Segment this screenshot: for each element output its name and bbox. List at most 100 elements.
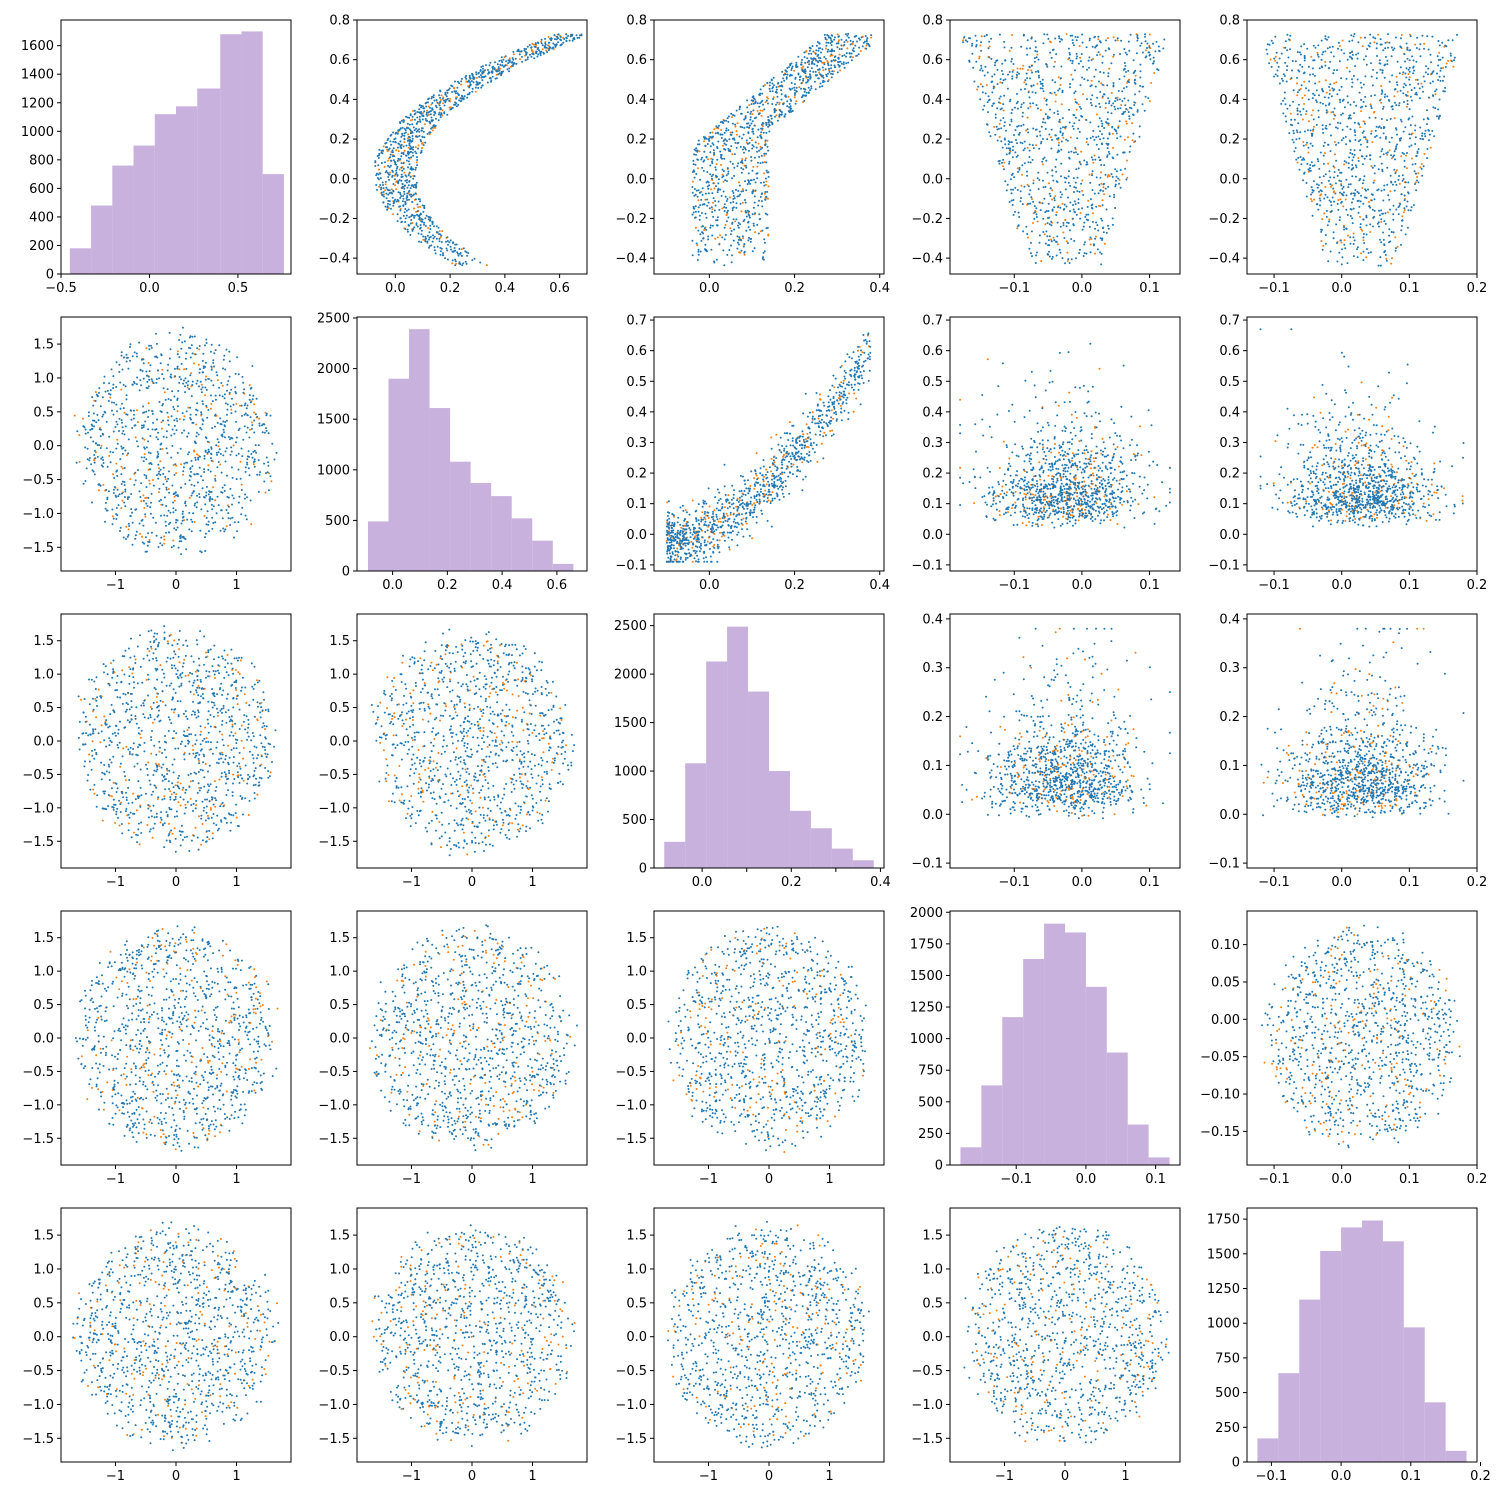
scatter-point-blue bbox=[1380, 218, 1383, 221]
scatter-point-blue bbox=[1439, 69, 1442, 72]
scatter-point-blue bbox=[1303, 130, 1306, 133]
scatter-point-blue bbox=[1338, 179, 1341, 182]
scatter-point-blue bbox=[220, 382, 223, 384]
scatter-point-blue bbox=[1040, 82, 1042, 85]
scatter-point-blue bbox=[1362, 233, 1365, 235]
scatter-point-blue bbox=[121, 480, 124, 483]
scatter-point-blue bbox=[1034, 262, 1037, 264]
scatter-point-blue bbox=[993, 64, 996, 67]
scatter-point-blue bbox=[413, 226, 416, 229]
scatter-point-blue bbox=[1321, 128, 1324, 131]
scatter-point-blue bbox=[451, 259, 454, 262]
scatter-point-blue bbox=[1443, 75, 1446, 78]
scatter-point-blue bbox=[826, 50, 829, 53]
scatter-point-orange bbox=[1344, 198, 1347, 201]
scatter-point-blue bbox=[767, 102, 769, 105]
scatter-point-blue bbox=[1015, 76, 1018, 79]
scatter-point-blue bbox=[746, 99, 749, 102]
scatter-point-orange bbox=[1420, 163, 1423, 166]
scatter-point-blue bbox=[1366, 248, 1368, 251]
scatter-point-blue bbox=[785, 76, 788, 79]
scatter-point-blue bbox=[1340, 192, 1343, 195]
scatter-point-blue bbox=[204, 436, 207, 439]
scatter-point-blue bbox=[1059, 191, 1062, 194]
scatter-point-blue bbox=[971, 42, 974, 45]
scatter-point-blue bbox=[1069, 53, 1071, 56]
scatter-point-blue bbox=[504, 64, 507, 67]
scatter-point-blue bbox=[1107, 227, 1110, 230]
scatter-point-blue bbox=[411, 137, 414, 140]
scatter-point-blue bbox=[1317, 44, 1320, 47]
scatter-point-blue bbox=[125, 353, 128, 356]
scatter-point-blue bbox=[1286, 69, 1288, 72]
scatter-point-blue bbox=[980, 49, 983, 52]
scatter-point-blue bbox=[1305, 87, 1307, 90]
scatter-point-blue bbox=[740, 190, 743, 193]
scatter-point-blue bbox=[1017, 170, 1020, 173]
scatter-point-blue bbox=[386, 146, 388, 149]
scatter-point-blue bbox=[156, 418, 158, 421]
scatter-point-blue bbox=[1396, 143, 1399, 146]
scatter-point-blue bbox=[817, 49, 820, 52]
scatter-point-blue bbox=[428, 131, 431, 134]
scatter-point-blue bbox=[762, 258, 765, 261]
scatter-point-blue bbox=[1345, 161, 1348, 164]
scatter-point-blue bbox=[1044, 121, 1047, 124]
scatter-point-blue bbox=[383, 195, 385, 198]
scatter-point-orange bbox=[1127, 136, 1129, 139]
scatter-point-blue bbox=[1353, 101, 1355, 103]
scatter-point-blue bbox=[1406, 46, 1409, 49]
scatter-point-blue bbox=[1386, 183, 1389, 186]
scatter-point-blue bbox=[554, 45, 557, 48]
scatter-point-blue bbox=[766, 82, 769, 85]
scatter-point-blue bbox=[1381, 168, 1384, 171]
scatter-point-blue bbox=[403, 211, 406, 214]
scatter-point-blue bbox=[1072, 177, 1075, 180]
scatter-point-orange bbox=[750, 139, 753, 142]
scatter-point-blue bbox=[400, 179, 403, 182]
scatter-point-blue bbox=[1422, 75, 1425, 78]
scatter-point-orange bbox=[1410, 157, 1413, 160]
scatter-point-blue bbox=[400, 155, 403, 158]
scatter-point-blue bbox=[731, 209, 734, 212]
scatter-point-orange bbox=[1021, 67, 1024, 70]
scatter-point-orange bbox=[1092, 57, 1095, 60]
scatter-point-blue bbox=[265, 427, 267, 430]
scatter-point-blue bbox=[390, 159, 393, 162]
scatter-point-blue bbox=[1057, 89, 1060, 92]
scatter-point-blue bbox=[705, 216, 708, 219]
scatter-point-orange bbox=[378, 168, 380, 171]
scatter-point-blue bbox=[1395, 145, 1398, 148]
scatter-point-orange bbox=[215, 414, 218, 417]
scatter-point-blue bbox=[1044, 128, 1047, 130]
scatter-point-blue bbox=[692, 211, 695, 214]
scatter-point-blue bbox=[750, 156, 753, 158]
scatter-point-blue bbox=[1038, 76, 1040, 79]
scatter-point-orange bbox=[183, 519, 186, 522]
scatter-point-blue bbox=[487, 69, 489, 71]
scatter-point-blue bbox=[100, 457, 103, 460]
scatter-point-blue bbox=[1328, 170, 1331, 173]
scatter-point-blue bbox=[1268, 43, 1271, 46]
scatter-point-blue bbox=[697, 139, 700, 142]
scatter-point-blue bbox=[1138, 90, 1141, 93]
scatter-point-blue bbox=[711, 224, 714, 227]
scatter-point-blue bbox=[530, 55, 533, 58]
scatter-point-blue bbox=[258, 424, 261, 427]
scatter-point-blue bbox=[765, 152, 767, 155]
scatter-point-blue bbox=[1388, 141, 1391, 144]
scatter-point-blue bbox=[749, 238, 752, 240]
scatter-point-blue bbox=[529, 53, 531, 56]
scatter-point-blue bbox=[1067, 258, 1070, 261]
scatter-point-blue bbox=[1369, 33, 1372, 36]
scatter-point-blue bbox=[757, 128, 760, 131]
scatter-point-blue bbox=[1077, 198, 1080, 201]
scatter-point-blue bbox=[433, 99, 436, 102]
scatter-point-blue bbox=[1412, 66, 1415, 69]
scatter-point-blue bbox=[721, 176, 724, 179]
scatter-point-blue bbox=[1097, 192, 1100, 195]
y-tick-label: 1000 bbox=[21, 125, 54, 140]
scatter-point-blue bbox=[1079, 60, 1082, 63]
scatter-point-blue bbox=[1027, 161, 1030, 164]
scatter-point-blue bbox=[983, 104, 986, 107]
